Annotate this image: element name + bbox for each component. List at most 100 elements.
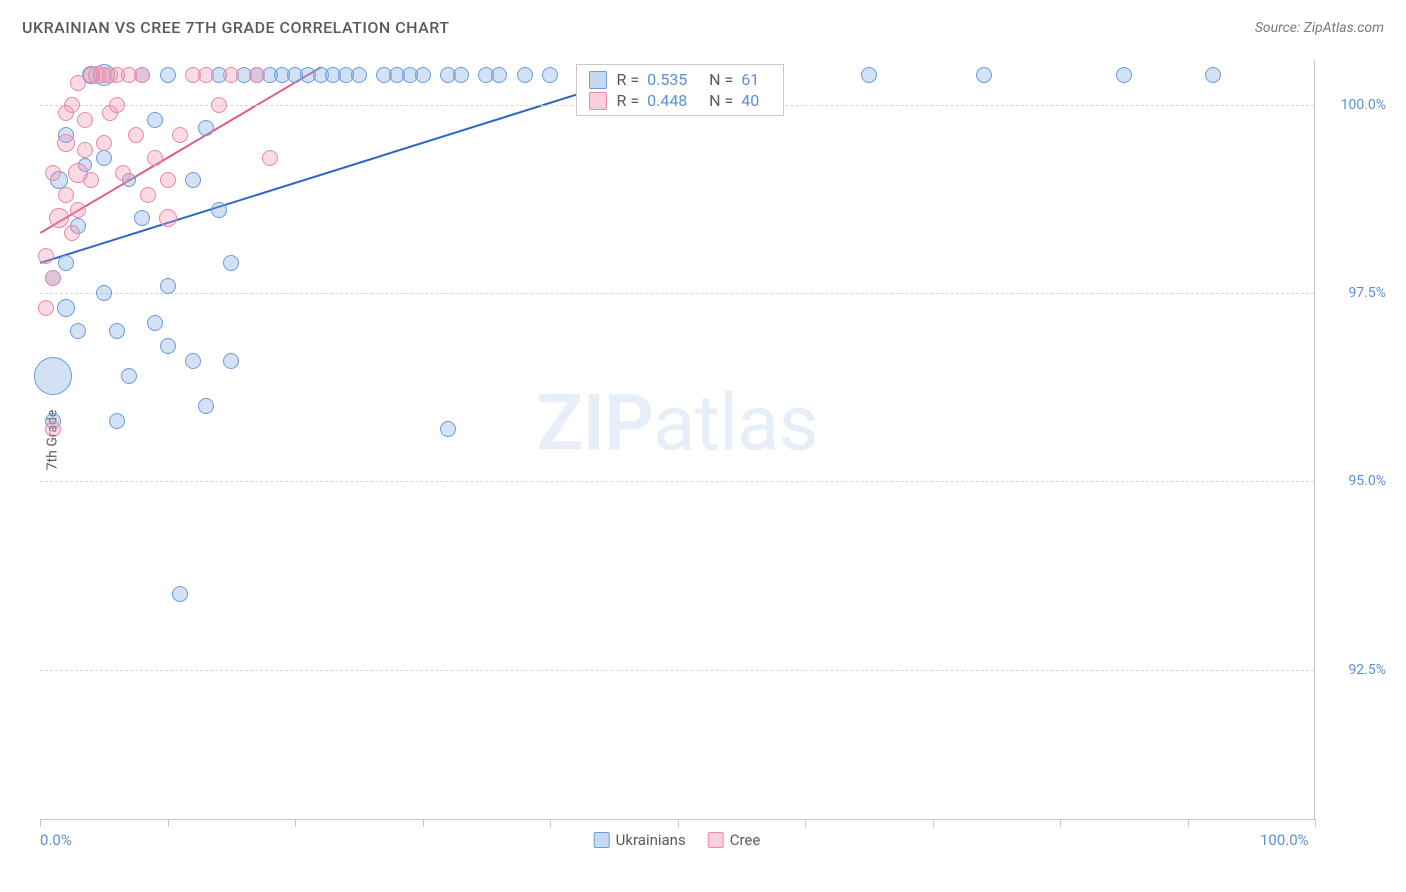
- data-point-ukrainians: [198, 398, 214, 414]
- legend-item-ukrainians: Ukrainians: [594, 831, 686, 849]
- data-point-cree: [57, 134, 75, 152]
- data-point-ukrainians: [121, 368, 137, 384]
- chart-source: Source: ZipAtlas.com: [1255, 20, 1384, 36]
- y-tick-label: 100.0%: [1341, 97, 1386, 113]
- legend-swatch-blue: [594, 832, 610, 848]
- data-point-ukrainians: [415, 67, 431, 83]
- data-point-cree: [77, 142, 93, 158]
- stats-r-label: R =: [617, 70, 640, 89]
- x-tick: [168, 819, 169, 827]
- data-point-cree: [77, 112, 93, 128]
- legend-label-ukrainians: Ukrainians: [616, 831, 686, 849]
- data-point-ukrainians: [542, 67, 558, 83]
- series-legend: Ukrainians Cree: [594, 831, 761, 849]
- stats-swatch: [589, 92, 607, 110]
- stats-n-label: N =: [709, 91, 733, 110]
- x-tick-label: 0.0%: [40, 831, 72, 849]
- data-point-ukrainians: [440, 421, 456, 437]
- stats-n-label: N =: [709, 70, 733, 89]
- data-point-cree: [49, 208, 69, 228]
- x-tick: [805, 819, 806, 827]
- chart-title: UKRAINIAN VS CREE 7TH GRADE CORRELATION …: [22, 18, 450, 37]
- data-point-cree: [128, 127, 144, 143]
- x-tick: [295, 819, 296, 827]
- stats-swatch: [589, 71, 607, 89]
- data-point-cree: [140, 187, 156, 203]
- data-point-cree: [159, 209, 177, 227]
- stats-r-label: R =: [617, 91, 640, 110]
- data-point-ukrainians: [976, 67, 992, 83]
- data-point-ukrainians: [172, 586, 188, 602]
- data-point-ukrainians: [109, 413, 125, 429]
- data-point-ukrainians: [57, 299, 75, 317]
- data-point-cree: [160, 172, 176, 188]
- stats-box: R = 0.535 N = 61 R = 0.448 N = 40: [576, 64, 785, 116]
- legend-item-cree: Cree: [708, 831, 761, 849]
- x-tick: [933, 819, 934, 827]
- data-point-cree: [134, 67, 150, 83]
- data-point-ukrainians: [185, 353, 201, 369]
- data-point-ukrainians: [109, 323, 125, 339]
- data-point-ukrainians: [223, 255, 239, 271]
- data-point-cree: [109, 97, 125, 113]
- data-point-cree: [64, 225, 80, 241]
- data-point-cree: [198, 67, 214, 83]
- data-point-cree: [211, 97, 227, 113]
- data-point-cree: [38, 300, 54, 316]
- stats-r-value: 0.448: [647, 91, 699, 110]
- stats-n-value: 40: [741, 91, 771, 110]
- data-point-cree: [38, 248, 54, 264]
- grid-line: [40, 481, 1314, 482]
- data-point-ukrainians: [134, 210, 150, 226]
- chart-header: UKRAINIAN VS CREE 7TH GRADE CORRELATION …: [22, 18, 1384, 37]
- data-point-ukrainians: [147, 112, 163, 128]
- watermark-bold: ZIP: [536, 379, 653, 470]
- stats-row: R = 0.448 N = 40: [577, 90, 784, 111]
- data-point-cree: [45, 165, 61, 181]
- data-point-ukrainians: [147, 315, 163, 331]
- stats-r-value: 0.535: [647, 70, 699, 89]
- x-tick: [40, 819, 41, 827]
- x-tick: [1060, 819, 1061, 827]
- data-point-ukrainians: [185, 172, 201, 188]
- data-point-ukrainians: [453, 67, 469, 83]
- data-point-cree: [223, 67, 239, 83]
- data-point-cree: [45, 421, 61, 437]
- stats-row: R = 0.535 N = 61: [577, 69, 784, 90]
- data-point-cree: [115, 165, 131, 181]
- data-point-ukrainians: [861, 67, 877, 83]
- y-tick-label: 92.5%: [1348, 662, 1386, 678]
- y-tick-label: 97.5%: [1348, 285, 1386, 301]
- x-tick: [550, 819, 551, 827]
- data-point-ukrainians: [491, 67, 507, 83]
- data-point-ukrainians: [1116, 67, 1132, 83]
- x-tick: [1188, 819, 1189, 827]
- grid-line: [40, 293, 1314, 294]
- data-point-cree: [249, 67, 265, 83]
- data-point-cree: [172, 127, 188, 143]
- data-point-cree: [147, 150, 163, 166]
- watermark: ZIPatlas: [536, 379, 817, 470]
- data-point-ukrainians: [160, 338, 176, 354]
- data-point-cree: [70, 202, 86, 218]
- data-point-ukrainians: [96, 285, 112, 301]
- chart-plot-area: 7th Grade ZIPatlas Ukrainians Cree 100.0…: [40, 60, 1315, 820]
- data-point-ukrainians: [1205, 67, 1221, 83]
- x-tick: [678, 819, 679, 827]
- x-tick-label: 100.0%: [1260, 831, 1309, 849]
- data-point-cree: [64, 97, 80, 113]
- data-point-cree: [262, 150, 278, 166]
- data-point-ukrainians: [517, 67, 533, 83]
- trend-lines-svg: [40, 60, 1314, 819]
- y-tick-label: 95.0%: [1348, 473, 1386, 489]
- x-tick: [423, 819, 424, 827]
- data-point-ukrainians: [198, 120, 214, 136]
- data-point-cree: [96, 135, 112, 151]
- data-point-ukrainians: [58, 255, 74, 271]
- data-point-cree: [83, 172, 99, 188]
- stats-n-value: 61: [741, 70, 771, 89]
- data-point-ukrainians: [96, 150, 112, 166]
- data-point-cree: [45, 270, 61, 286]
- data-point-ukrainians: [351, 67, 367, 83]
- watermark-rest: atlas: [653, 379, 818, 470]
